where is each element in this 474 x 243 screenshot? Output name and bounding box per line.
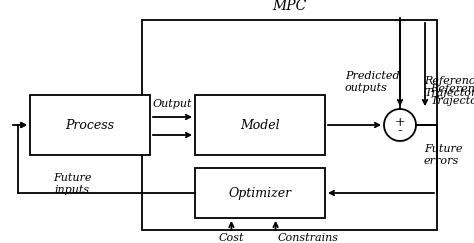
Text: Cost
Function: Cost Function <box>206 233 256 243</box>
Text: +: + <box>395 115 405 129</box>
Bar <box>195 168 325 218</box>
Text: Future
errors: Future errors <box>424 144 463 166</box>
Text: Process: Process <box>65 119 115 131</box>
Text: Constrains: Constrains <box>278 233 338 243</box>
Bar <box>142 20 437 230</box>
Text: Optimizer: Optimizer <box>228 186 292 200</box>
Text: Future
inputs: Future inputs <box>53 173 91 195</box>
Text: Output: Output <box>153 99 192 109</box>
Text: Predicted
outputs: Predicted outputs <box>345 71 400 93</box>
Circle shape <box>384 109 416 141</box>
Text: Reference
Trajectory: Reference Trajectory <box>424 76 474 98</box>
Text: Model: Model <box>240 119 280 131</box>
Text: -: - <box>398 124 402 138</box>
Bar <box>195 95 325 155</box>
Text: MPC: MPC <box>273 0 307 13</box>
Text: Reference
Trajectory: Reference Trajectory <box>430 84 474 106</box>
Bar <box>30 95 150 155</box>
